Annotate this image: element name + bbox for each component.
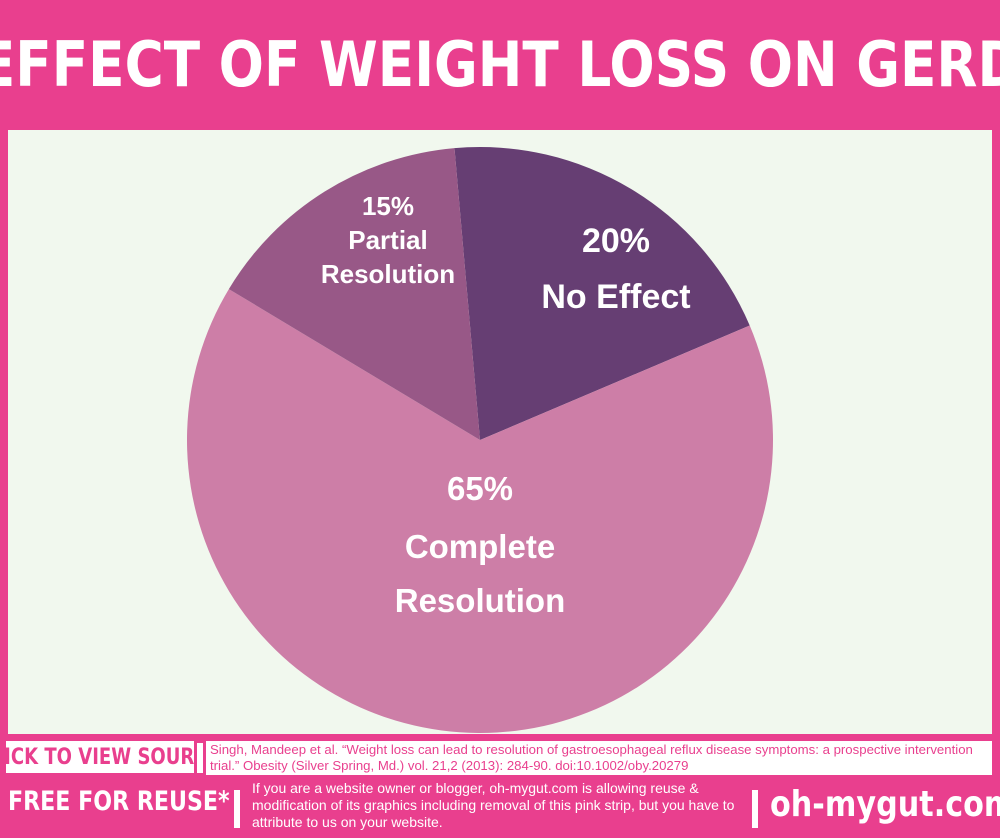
reuse-notice: If you are a website owner or blogger, o… [252, 780, 735, 830]
reuse-row: FREE FOR REUSE* If you are a website own… [0, 778, 1000, 838]
view-source-button[interactable]: CLICK TO VIEW SOURCE [6, 741, 194, 773]
slice-label: No Effect [541, 278, 690, 316]
pie-chart: 20% No Effect 65% Complete Resolution 15% Part… [187, 147, 774, 733]
slice-label: 65% [447, 470, 513, 507]
site-link[interactable]: oh-mygut.com [770, 784, 1000, 825]
pie-slice [187, 289, 774, 733]
divider [234, 790, 240, 828]
pie-slice [454, 147, 750, 440]
slice-label: Complete [405, 528, 555, 565]
slice-label: Resolution [395, 582, 566, 619]
chart-area: 20% No Effect 65% Complete Resolution 15% Part… [8, 130, 992, 734]
page-title: EFFECT OF WEIGHT LOSS ON GERD [0, 27, 1000, 101]
slice-label: Partial [348, 225, 428, 255]
divider [197, 743, 203, 773]
pie-slice [228, 148, 480, 440]
divider [752, 790, 758, 828]
slice-label: 20% [582, 222, 650, 260]
title-banner: EFFECT OF WEIGHT LOSS ON GERD [0, 0, 1000, 128]
slice-label: 15% [362, 191, 414, 221]
free-for-reuse-label: FREE FOR REUSE* [8, 786, 230, 817]
source-citation: Singh, Mandeep et al. “Weight loss can l… [206, 741, 992, 775]
source-row: CLICK TO VIEW SOURCE Singh, Mandeep et a… [0, 738, 1000, 776]
slice-label: Resolution [321, 259, 455, 289]
